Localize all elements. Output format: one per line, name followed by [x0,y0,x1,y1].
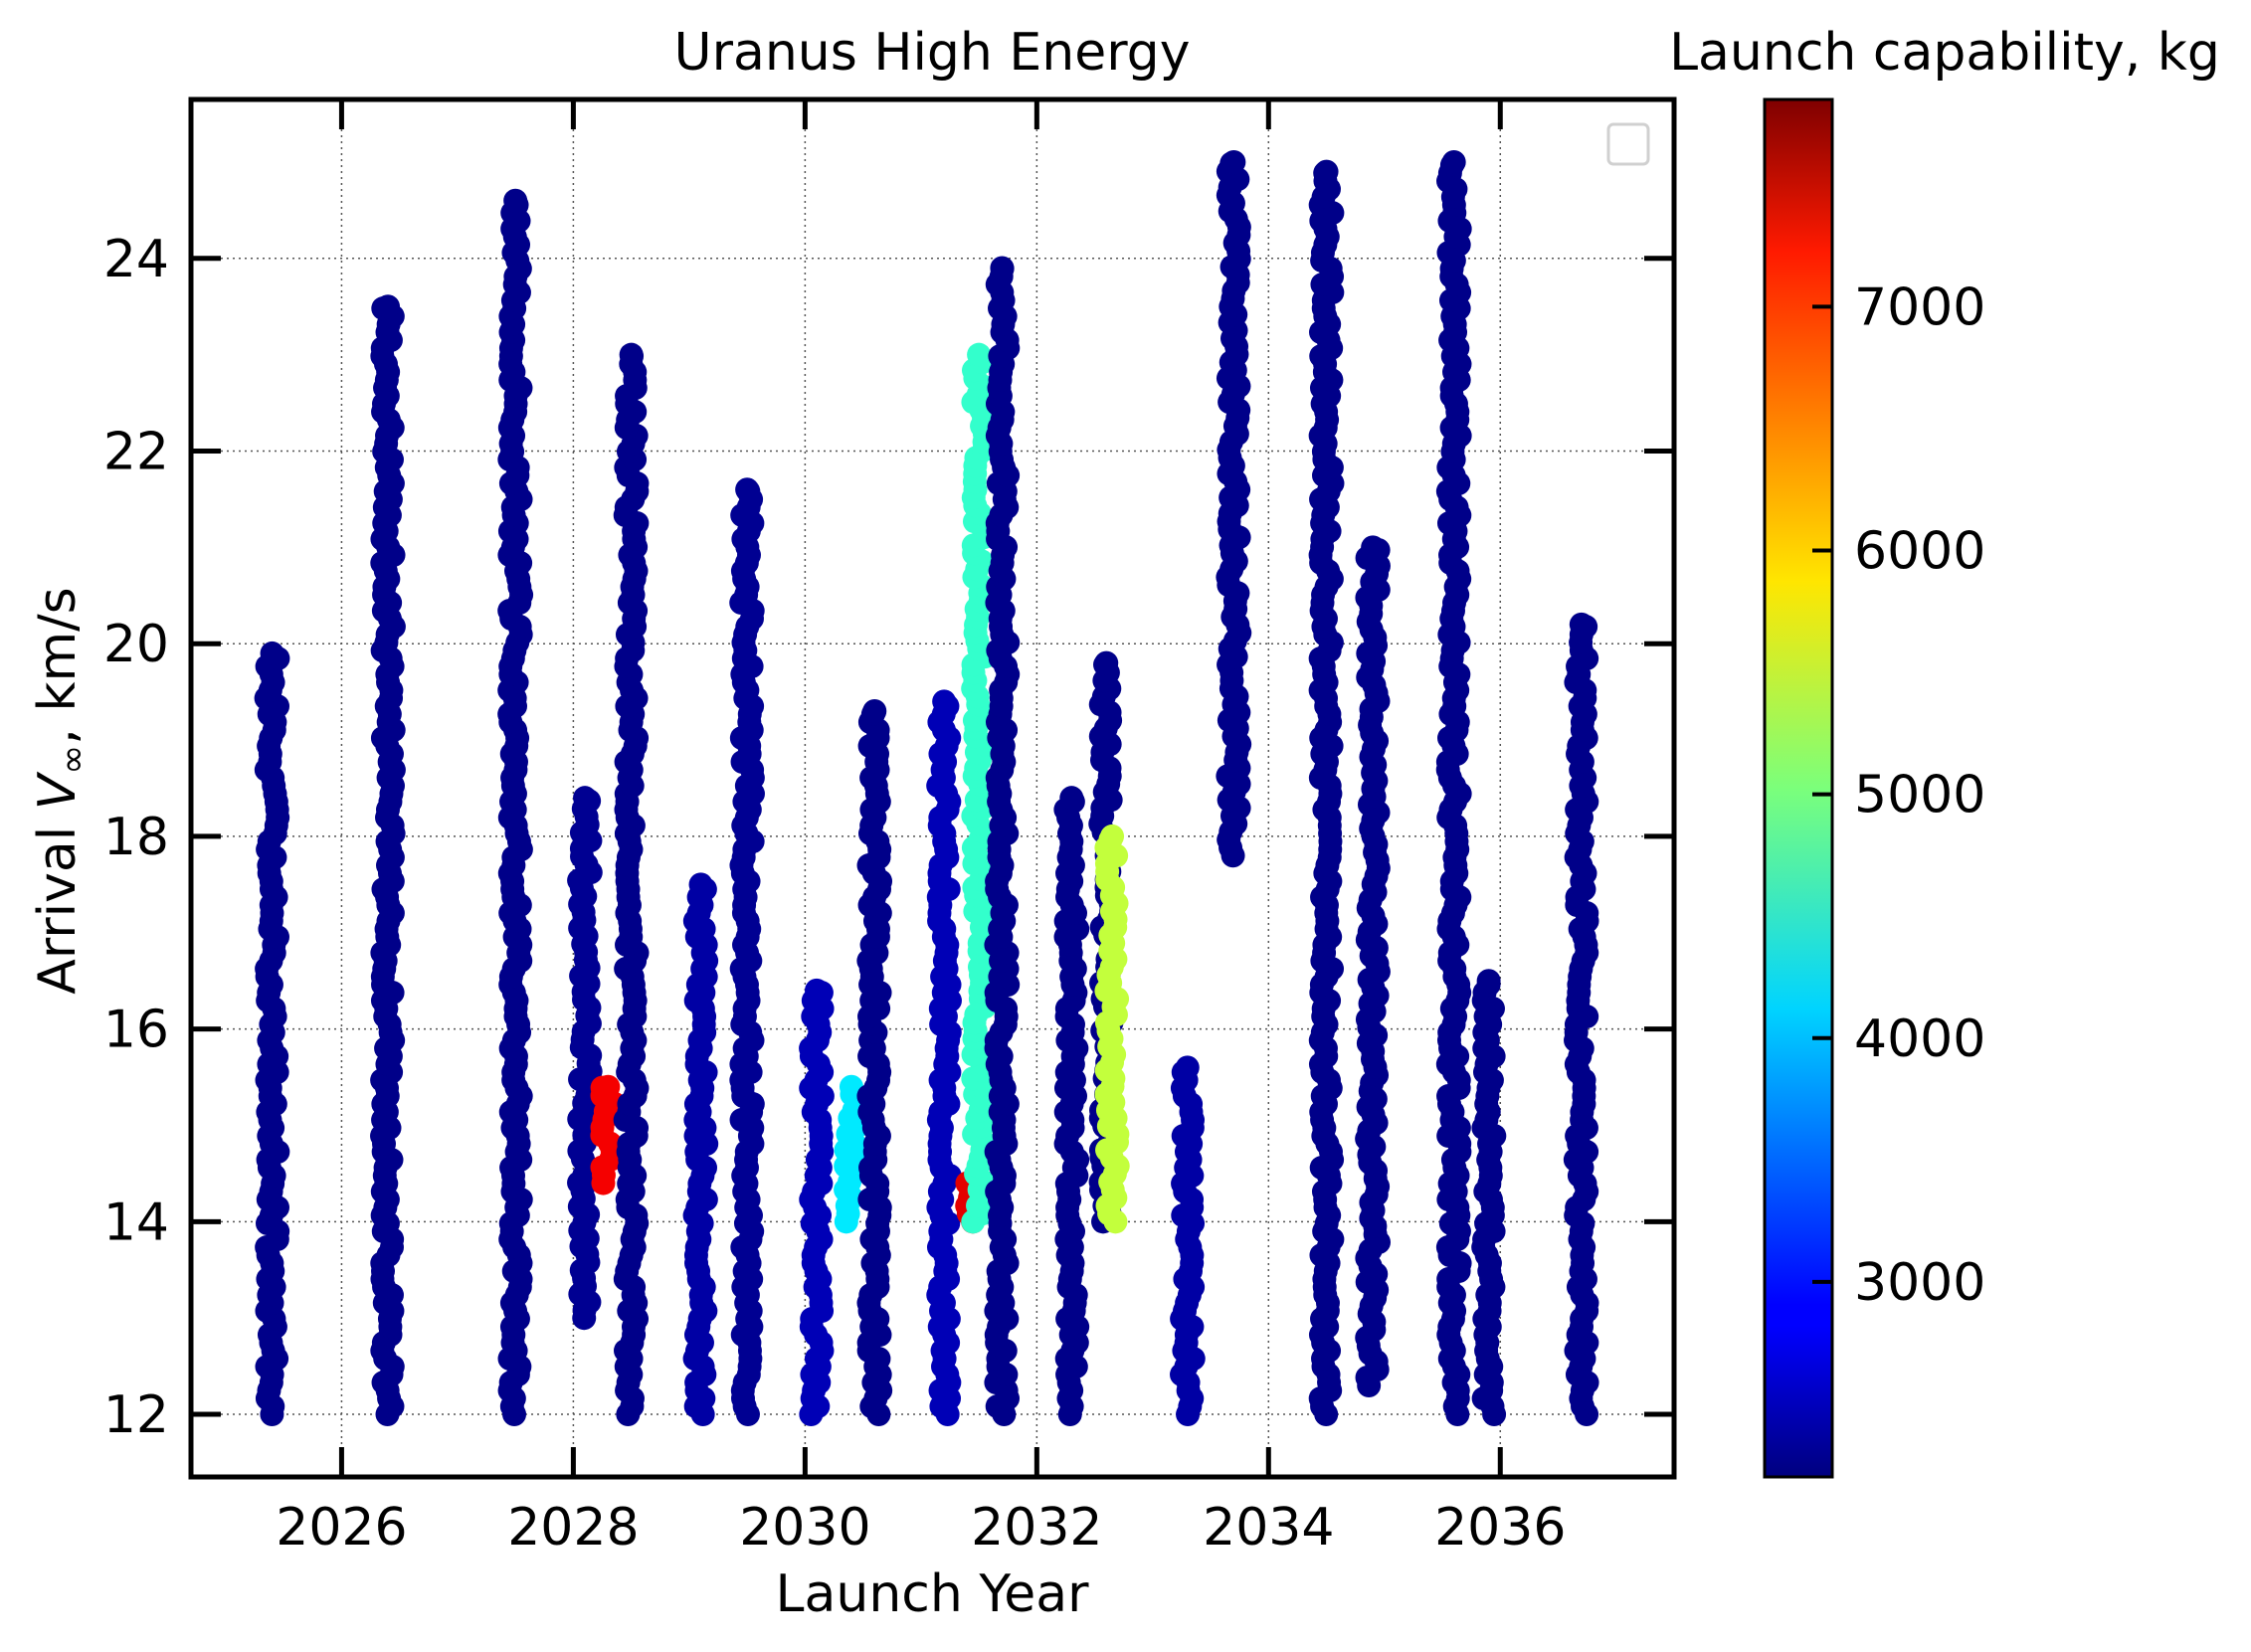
y-tick-label: 16 [103,1001,169,1060]
scatter-strip [1216,149,1252,868]
scatter-strip [1170,1055,1206,1427]
axis-ticks [191,99,1674,1477]
x-tick-labels: 2026 2028 2030 2032 2034 2036 [276,1498,1566,1558]
scatter-point [1441,149,1466,174]
scatter-strip [1563,612,1599,1427]
colorbar-tick-label: 6000 [1854,521,1985,581]
scatter-strip [497,188,534,1427]
y-tick-label: 12 [103,1385,169,1445]
x-tick-label: 2026 [276,1498,407,1558]
y-axis-label-prefix: Arrival [28,810,88,994]
y-tick-label: 24 [103,230,169,289]
scatter-point [990,256,1015,280]
legend-box [1606,122,1650,166]
x-axis-label: Launch Year [776,1564,1090,1624]
scatter-point [1175,1055,1200,1080]
scatter-strip [1053,786,1090,1427]
scatter-strip [729,477,765,1427]
scatter-strip [254,641,290,1427]
chart-title: Uranus High Energy [674,23,1191,83]
y-tick-label: 14 [103,1193,169,1252]
colorbar-ticks: 3000 4000 5000 6000 7000 [1812,277,1985,1313]
scatter-point [503,188,528,213]
scatter-point [805,978,830,1003]
scatter-strip [682,872,719,1427]
x-tick-label: 2028 [507,1498,639,1558]
y-axis-label-symbol: V [28,771,88,810]
scatter-point [932,689,957,714]
y-axis-label-suffix: , km/s [28,587,88,744]
y-tick-labels: 12 14 16 18 20 22 24 [103,230,169,1445]
scatter-strip [799,978,835,1427]
scatter-point [735,477,760,502]
scatter-point [1059,786,1084,811]
y-tick-label: 22 [103,423,169,482]
plot-frame [188,96,1677,1480]
scatter-point [573,786,598,811]
scatter-point [619,342,644,367]
scatter-strip [984,256,1021,1427]
data-points [254,149,1599,1427]
scatter-strip [567,786,603,1331]
scatter-point [1476,969,1501,994]
scatter-strip [856,699,893,1427]
x-tick-label: 2032 [971,1498,1102,1558]
scatter-strip [1435,149,1472,1427]
scatter-strip [1355,535,1392,1397]
scatter-point [260,641,284,665]
y-tick-label: 18 [103,808,169,867]
scatter-point [1314,159,1339,184]
scatter-strip [590,1074,627,1195]
scatter-point [1100,824,1125,848]
scatter-strip [926,689,962,1427]
x-tick-label: 2030 [739,1498,870,1558]
y-tick-label: 20 [103,615,169,674]
scatter-strip [1471,969,1507,1427]
y-axis-label: Arrival V∞, km/s [28,587,94,995]
scatter-point [1361,535,1386,560]
x-tick-label: 2036 [1434,1498,1566,1558]
scatter-point [1221,149,1246,174]
colorbar-tick-label: 5000 [1854,766,1985,826]
scatter-strip [1308,159,1345,1427]
y-axis-label-subscript: ∞ [53,745,94,775]
scatter-strip [1094,824,1130,1234]
scatter-point [596,1074,621,1099]
scatter-point [862,699,887,724]
scatter-point [1569,612,1594,637]
scatter-point [967,342,992,367]
scatter-strip [370,294,406,1427]
colorbar-tick-label: 4000 [1854,1010,1985,1069]
colorbar [1763,97,1834,1479]
scatter-point [688,872,713,897]
scatter-point [1094,650,1119,675]
scatter-point [376,294,401,319]
colorbar-tick-label: 3000 [1854,1253,1985,1313]
colorbar-label: Launch capability, kg [1669,23,2220,83]
scatter-strip [613,342,650,1427]
colorbar-tick-label: 7000 [1854,277,1985,337]
x-tick-label: 2034 [1203,1498,1334,1558]
